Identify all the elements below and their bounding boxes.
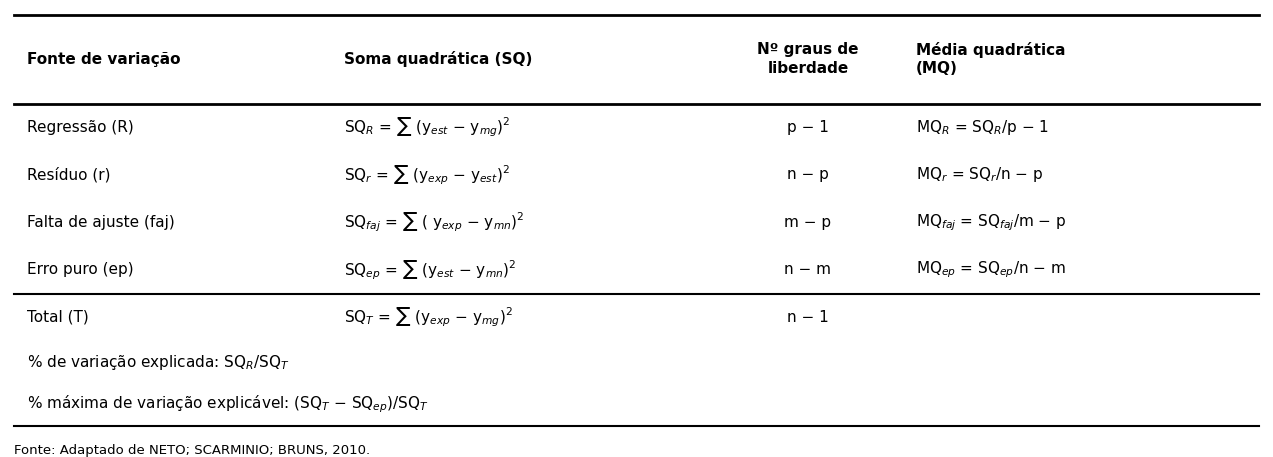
Text: Regressão (R): Regressão (R) [27, 120, 134, 135]
Text: Fonte de variação: Fonte de variação [27, 52, 181, 67]
Text: Falta de ajuste (faj): Falta de ajuste (faj) [27, 215, 174, 230]
Text: SQ$_{R}$ = $\sum$ (y$_{est}$ − y$_{mg}$)$^{2}$: SQ$_{R}$ = $\sum$ (y$_{est}$ − y$_{mg}$)… [345, 116, 510, 139]
Text: Nº graus de
liberdade: Nº graus de liberdade [757, 43, 859, 76]
Text: Média quadrática
(MQ): Média quadrática (MQ) [917, 42, 1066, 76]
Text: SQ$_{ep}$ = $\sum$ (y$_{est}$ − y$_{mn}$)$^{2}$: SQ$_{ep}$ = $\sum$ (y$_{est}$ − y$_{mn}$… [345, 258, 517, 282]
Text: Soma quadrática (SQ): Soma quadrática (SQ) [345, 51, 532, 67]
Text: Erro puro (ep): Erro puro (ep) [27, 262, 134, 277]
Text: MQ$_{r}$ = SQ$_{r}$/n − p: MQ$_{r}$ = SQ$_{r}$/n − p [917, 165, 1044, 184]
Text: SQ$_{r}$ = $\sum$ (y$_{exp}$ − y$_{est}$)$^{2}$: SQ$_{r}$ = $\sum$ (y$_{exp}$ − y$_{est}$… [345, 163, 510, 186]
Text: SQ$_{T}$ = $\sum$ (y$_{exp}$ − y$_{mg}$)$^{2}$: SQ$_{T}$ = $\sum$ (y$_{exp}$ − y$_{mg}$)… [345, 306, 513, 329]
Text: MQ$_{R}$ = SQ$_{R}$/p − 1: MQ$_{R}$ = SQ$_{R}$/p − 1 [917, 118, 1049, 137]
Text: SQ$_{faj}$ = $\sum$ ( y$_{exp}$ − y$_{mn}$)$^{2}$: SQ$_{faj}$ = $\sum$ ( y$_{exp}$ − y$_{mn… [345, 211, 524, 234]
Text: Total (T): Total (T) [27, 310, 89, 325]
Text: m − p: m − p [784, 215, 831, 230]
Text: n − 1: n − 1 [787, 310, 829, 325]
Text: p − 1: p − 1 [787, 120, 829, 135]
Text: % de variação explicada: SQ$_{R}$/SQ$_{T}$: % de variação explicada: SQ$_{R}$/SQ$_{T… [27, 353, 289, 372]
Text: n − p: n − p [787, 167, 829, 182]
Text: Fonte: Adaptado de NETO; SCARMINIO; BRUNS, 2010.: Fonte: Adaptado de NETO; SCARMINIO; BRUN… [14, 444, 370, 457]
Text: MQ$_{faj}$ = SQ$_{faj}$/m − p: MQ$_{faj}$ = SQ$_{faj}$/m − p [917, 212, 1067, 233]
Text: MQ$_{ep}$ = SQ$_{ep}$/n − m: MQ$_{ep}$ = SQ$_{ep}$/n − m [917, 260, 1066, 280]
Text: n − m: n − m [784, 262, 831, 277]
Text: Resíduo (r): Resíduo (r) [27, 167, 111, 183]
Text: % máxima de variação explicável: (SQ$_{T}$ − SQ$_{ep}$)/SQ$_{T}$: % máxima de variação explicável: (SQ$_{T… [27, 393, 429, 415]
